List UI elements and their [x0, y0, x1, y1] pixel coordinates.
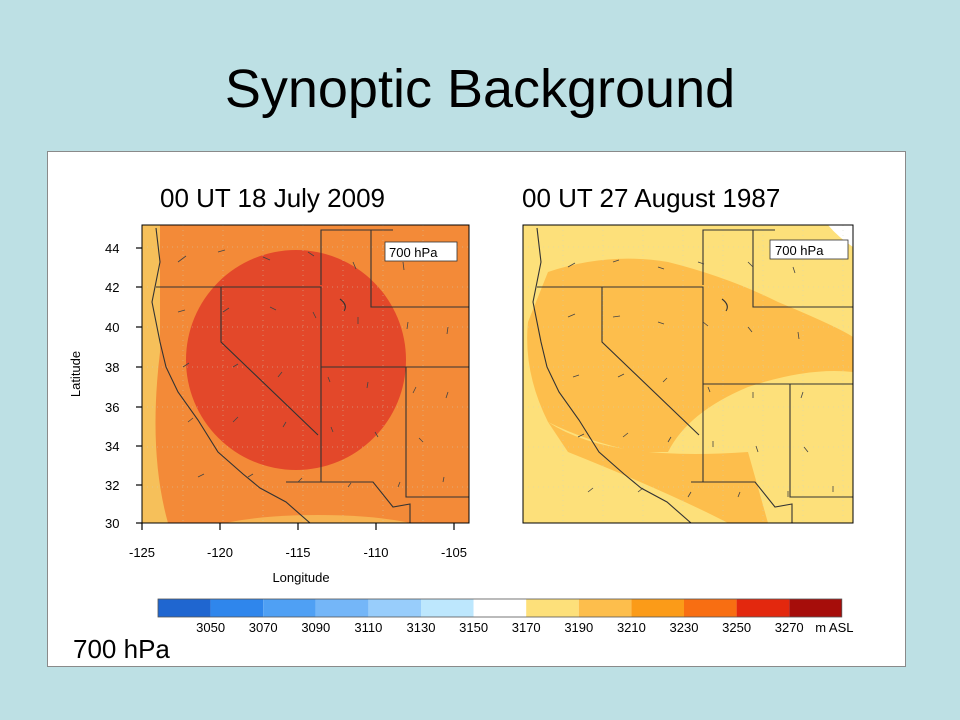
- colorbar-tick-label: 3050: [196, 620, 225, 635]
- colorbar-tick-label: 3130: [407, 620, 436, 635]
- map-2009-frame: [141, 224, 470, 524]
- colorbar-swatch: [263, 599, 316, 617]
- map-2009-south-band: [225, 515, 411, 523]
- colorbar-tick-label: 3230: [670, 620, 699, 635]
- lat-tick-label: 44: [105, 241, 119, 256]
- lon-axis: [141, 523, 455, 530]
- colorbar-swatch: [631, 599, 684, 617]
- y-axis-label: Latitude: [68, 351, 83, 397]
- colorbar-swatch: [684, 599, 737, 617]
- map-1987-boundaries: [532, 227, 853, 523]
- colorbar-swatch: [210, 599, 264, 617]
- colorbar-swatch: [473, 599, 527, 617]
- lat-tick-label: 30: [105, 516, 119, 531]
- colorbar-swatch: [421, 599, 474, 617]
- colorbar-tick-label: 3190: [564, 620, 593, 635]
- map-2009-high-center: [186, 250, 406, 470]
- map-1987-frame: [522, 224, 854, 524]
- map-2009-inset-box: [384, 241, 458, 262]
- lon-tick-label: -105: [441, 545, 467, 560]
- pressure-level-label: 700 hPa: [73, 634, 170, 664]
- colorbar-tick-label: 3170: [512, 620, 541, 635]
- map-2009: 700 hPa 44 42 40 38 36 34 32 30 Latitude: [68, 224, 470, 585]
- map-title-2009: 00 UT 18 July 2009: [160, 183, 385, 213]
- x-axis-label: Longitude: [272, 570, 329, 585]
- colorbar-unit-label: m ASL: [815, 620, 853, 635]
- lat-tick-label: 38: [105, 360, 119, 375]
- colorbar-tick-label: 3070: [249, 620, 278, 635]
- colorbar-tick-label: 3090: [301, 620, 330, 635]
- lat-tick-label: 34: [105, 439, 119, 454]
- colorbar-swatch: [789, 599, 842, 617]
- lon-tick-label: -110: [363, 545, 388, 560]
- lon-tick-label: -125: [129, 545, 155, 560]
- colorbar-swatch: [526, 599, 579, 617]
- colorbar-tick-label: 3110: [354, 620, 382, 635]
- map-1987-inset-label: 700 hPa: [775, 243, 824, 258]
- lat-tick-label: 40: [105, 320, 119, 335]
- lat-tick-label: 32: [105, 478, 119, 493]
- slide-title: Synoptic Background: [224, 59, 736, 119]
- lat-tick-label: 36: [105, 400, 119, 415]
- map-1987-inset-box: [769, 239, 849, 260]
- map-2009-boundaries: [151, 227, 469, 523]
- map-1987-wind-vectors: [567, 259, 834, 498]
- colorbar-frame: [157, 598, 843, 618]
- figure-panel: 00 UT 18 July 2009 00 UT 27 August 1987: [47, 151, 906, 667]
- map-1987: 700 hPa: [522, 224, 854, 524]
- lon-tick-label: -115: [285, 545, 310, 560]
- maps-svg: 700 hPa 44 42 40 38 36 34 32 30 Latitude: [68, 224, 854, 635]
- colorbar-swatch: [158, 599, 211, 617]
- colorbar-swatch: [736, 599, 790, 617]
- colorbar-tick-label: 3210: [617, 620, 646, 635]
- colorbar-swatch: [578, 599, 632, 617]
- lon-tick-label: -120: [207, 545, 233, 560]
- colorbar-tick-label: 3150: [459, 620, 488, 635]
- colorbar-swatch: [315, 599, 369, 617]
- colorbar-tick-label: 3250: [722, 620, 751, 635]
- colorbar-tick-label: 3270: [775, 620, 804, 635]
- lat-tick-label: 42: [105, 280, 119, 295]
- map-2009-inset-label: 700 hPa: [389, 245, 438, 260]
- colorbar: 3050 3070 3090 3110 3130 3150 3170 3190 3210 3230…: [157, 598, 853, 635]
- map-title-1987: 00 UT 27 August 1987: [522, 183, 781, 213]
- map-2009-wind-vectors: [177, 249, 449, 488]
- colorbar-swatch: [368, 599, 421, 617]
- lat-axis: [136, 247, 142, 524]
